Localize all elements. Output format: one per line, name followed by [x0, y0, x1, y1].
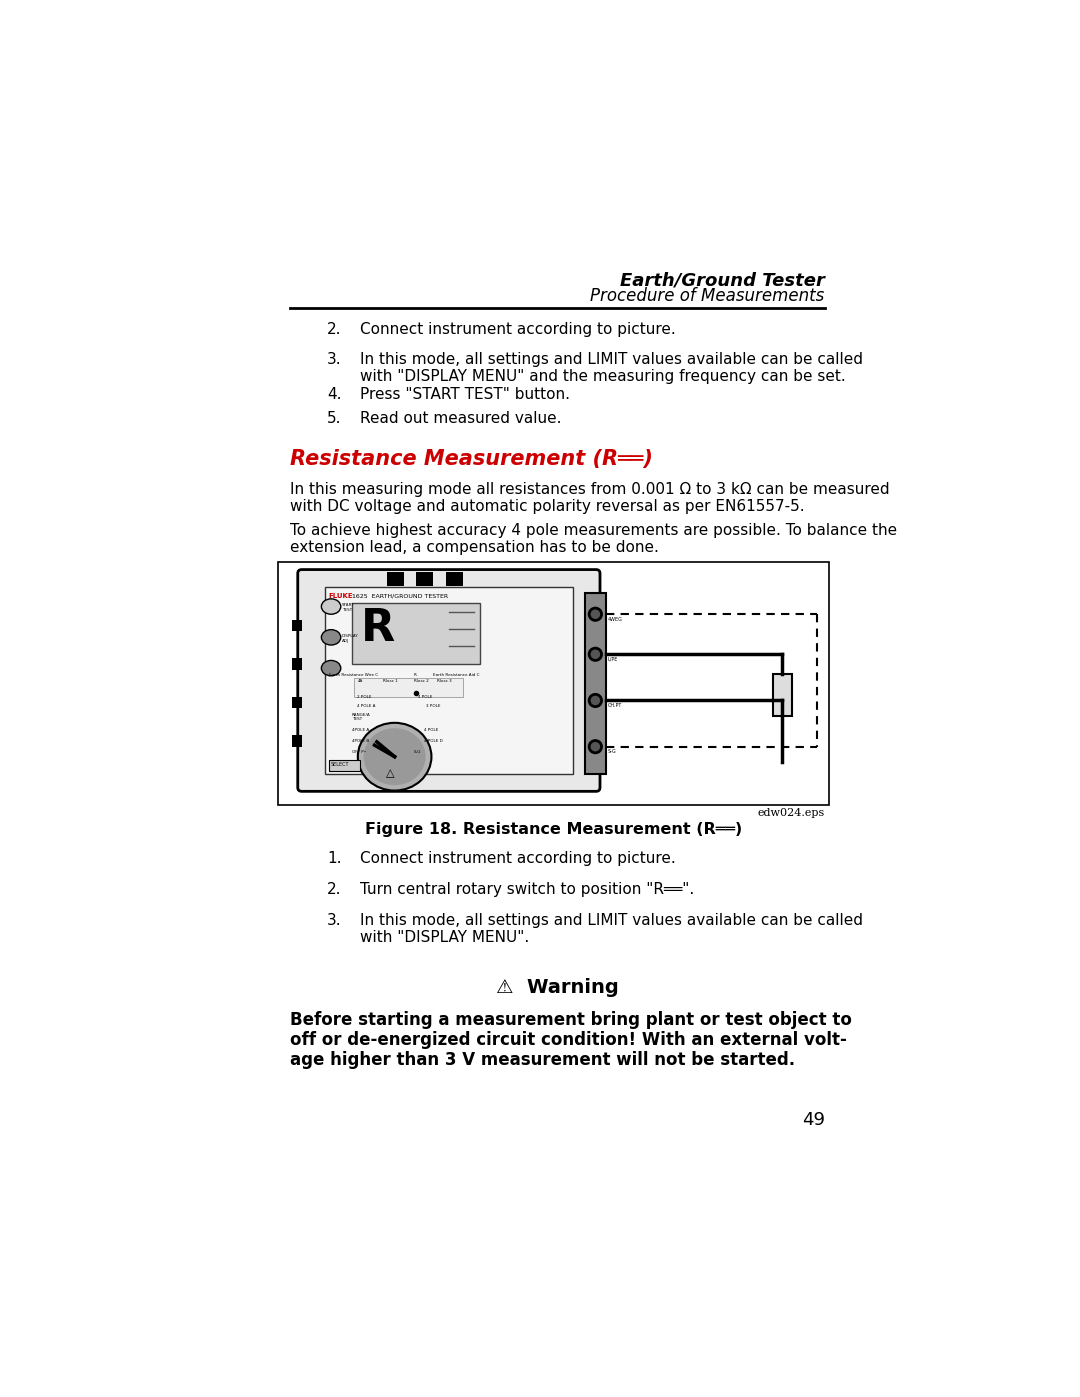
Text: Earth Resistance Wire C: Earth Resistance Wire C	[328, 673, 378, 676]
Text: Connect instrument according to picture.: Connect instrument according to picture.	[360, 321, 675, 337]
Bar	[446, 571, 463, 585]
Ellipse shape	[322, 630, 341, 645]
Text: 4POLE B: 4POLE B	[352, 739, 369, 743]
Ellipse shape	[364, 728, 426, 785]
Text: Earth/Ground Tester: Earth/Ground Tester	[620, 271, 825, 289]
Text: ⚠  Warning: ⚠ Warning	[496, 978, 619, 997]
Text: extension lead, a compensation has to be done.: extension lead, a compensation has to be…	[291, 541, 659, 556]
Text: 3 POLE: 3 POLE	[426, 704, 441, 707]
Text: R: R	[414, 673, 417, 676]
Text: Procedure of Measurements: Procedure of Measurements	[591, 286, 825, 305]
Ellipse shape	[590, 694, 602, 707]
Text: with "DISPLAY MENU".: with "DISPLAY MENU".	[360, 930, 529, 944]
Bar	[279, 562, 828, 805]
Bar	[354, 678, 463, 697]
Bar	[293, 735, 301, 746]
Text: with DC voltage and automatic polarity reversal as per EN61557-5.: with DC voltage and automatic polarity r…	[291, 499, 805, 514]
Text: RANGE/A
TEST: RANGE/A TEST	[352, 712, 370, 721]
Bar	[596, 658, 606, 669]
Bar	[325, 587, 572, 774]
Text: 4 POLE: 4 POLE	[418, 696, 432, 698]
Bar	[584, 592, 606, 774]
Bar	[596, 620, 606, 631]
Text: START
TEST: START TEST	[342, 604, 354, 612]
Text: edw024.eps: edw024.eps	[757, 807, 825, 817]
Text: S-G: S-G	[414, 750, 421, 754]
Ellipse shape	[590, 740, 602, 753]
Text: FLUKE: FLUKE	[328, 594, 353, 599]
Text: 4 POLE A: 4 POLE A	[357, 704, 376, 707]
Ellipse shape	[322, 661, 341, 676]
Text: OFF P•: OFF P•	[352, 750, 366, 754]
Text: 4.: 4.	[327, 387, 341, 402]
Text: 5.: 5.	[327, 411, 341, 426]
Bar	[596, 735, 606, 746]
Text: Rlosc 2: Rlosc 2	[414, 679, 429, 683]
Bar	[293, 697, 301, 708]
Text: 1625  EARTH/GROUND TESTER: 1625 EARTH/GROUND TESTER	[352, 594, 448, 598]
Text: SELECT: SELECT	[330, 763, 349, 767]
Text: 2.: 2.	[327, 882, 341, 897]
Text: 2.: 2.	[327, 321, 341, 337]
Text: In this mode, all settings and LIMIT values available can be called: In this mode, all settings and LIMIT val…	[360, 352, 863, 367]
Text: Rlosc 1: Rlosc 1	[383, 679, 397, 683]
Ellipse shape	[322, 599, 341, 615]
Text: 4 POLE: 4 POLE	[424, 728, 438, 732]
Text: Figure 18. Resistance Measurement (R══): Figure 18. Resistance Measurement (R══)	[365, 823, 742, 837]
Text: R: R	[362, 606, 395, 650]
Text: In this measuring mode all resistances from 0.001 Ω to 3 kΩ can be measured: In this measuring mode all resistances f…	[291, 482, 890, 497]
Bar	[387, 571, 404, 585]
Text: To achieve highest accuracy 4 pole measurements are possible. To balance the: To achieve highest accuracy 4 pole measu…	[291, 524, 897, 538]
FancyBboxPatch shape	[298, 570, 600, 791]
Text: off or de-energized circuit condition! With an external volt-: off or de-energized circuit condition! W…	[291, 1031, 847, 1049]
Text: Resistance Measurement (R══): Resistance Measurement (R══)	[291, 448, 653, 468]
Ellipse shape	[357, 722, 431, 791]
Text: In this mode, all settings and LIMIT values available can be called: In this mode, all settings and LIMIT val…	[360, 914, 863, 928]
Text: 1.: 1.	[327, 851, 341, 866]
Text: 2 POLE: 2 POLE	[357, 696, 372, 698]
Text: Read out measured value.: Read out measured value.	[360, 411, 562, 426]
Text: DISPLAY
ADJ: DISPLAY ADJ	[342, 634, 359, 643]
Text: 3.: 3.	[327, 914, 342, 928]
Text: Turn central rotary switch to position "R══".: Turn central rotary switch to position "…	[360, 882, 694, 897]
Text: 4 POLE D: 4 POLE D	[424, 739, 443, 743]
Bar	[328, 760, 360, 771]
Ellipse shape	[590, 608, 602, 620]
Bar	[596, 697, 606, 708]
Bar	[352, 602, 480, 665]
Bar	[773, 673, 793, 715]
Ellipse shape	[590, 648, 602, 661]
Text: 4A: 4A	[357, 679, 363, 683]
Text: age higher than 3 V measurement will not be started.: age higher than 3 V measurement will not…	[291, 1051, 795, 1069]
Text: S-G: S-G	[608, 749, 617, 754]
Text: 3.: 3.	[327, 352, 342, 367]
Text: CH.PT: CH.PT	[608, 703, 622, 708]
Text: 49: 49	[801, 1111, 825, 1129]
Text: △: △	[386, 768, 394, 778]
Text: with "DISPLAY MENU" and the measuring frequency can be set.: with "DISPLAY MENU" and the measuring fr…	[360, 369, 846, 384]
Text: 4WEG: 4WEG	[608, 616, 623, 622]
Text: Earth Resistance Aid C: Earth Resistance Aid C	[433, 673, 480, 676]
Text: Press "START TEST" button.: Press "START TEST" button.	[360, 387, 570, 402]
Text: Connect instrument according to picture.: Connect instrument according to picture.	[360, 851, 675, 866]
Text: L/PE: L/PE	[608, 657, 618, 662]
Bar	[416, 571, 433, 585]
Bar	[293, 620, 301, 631]
Text: Rlosc 3: Rlosc 3	[437, 679, 453, 683]
Bar	[293, 658, 301, 669]
Text: Before starting a measurement bring plant or test object to: Before starting a measurement bring plan…	[291, 1011, 852, 1028]
Text: 4POLE A: 4POLE A	[352, 728, 369, 732]
